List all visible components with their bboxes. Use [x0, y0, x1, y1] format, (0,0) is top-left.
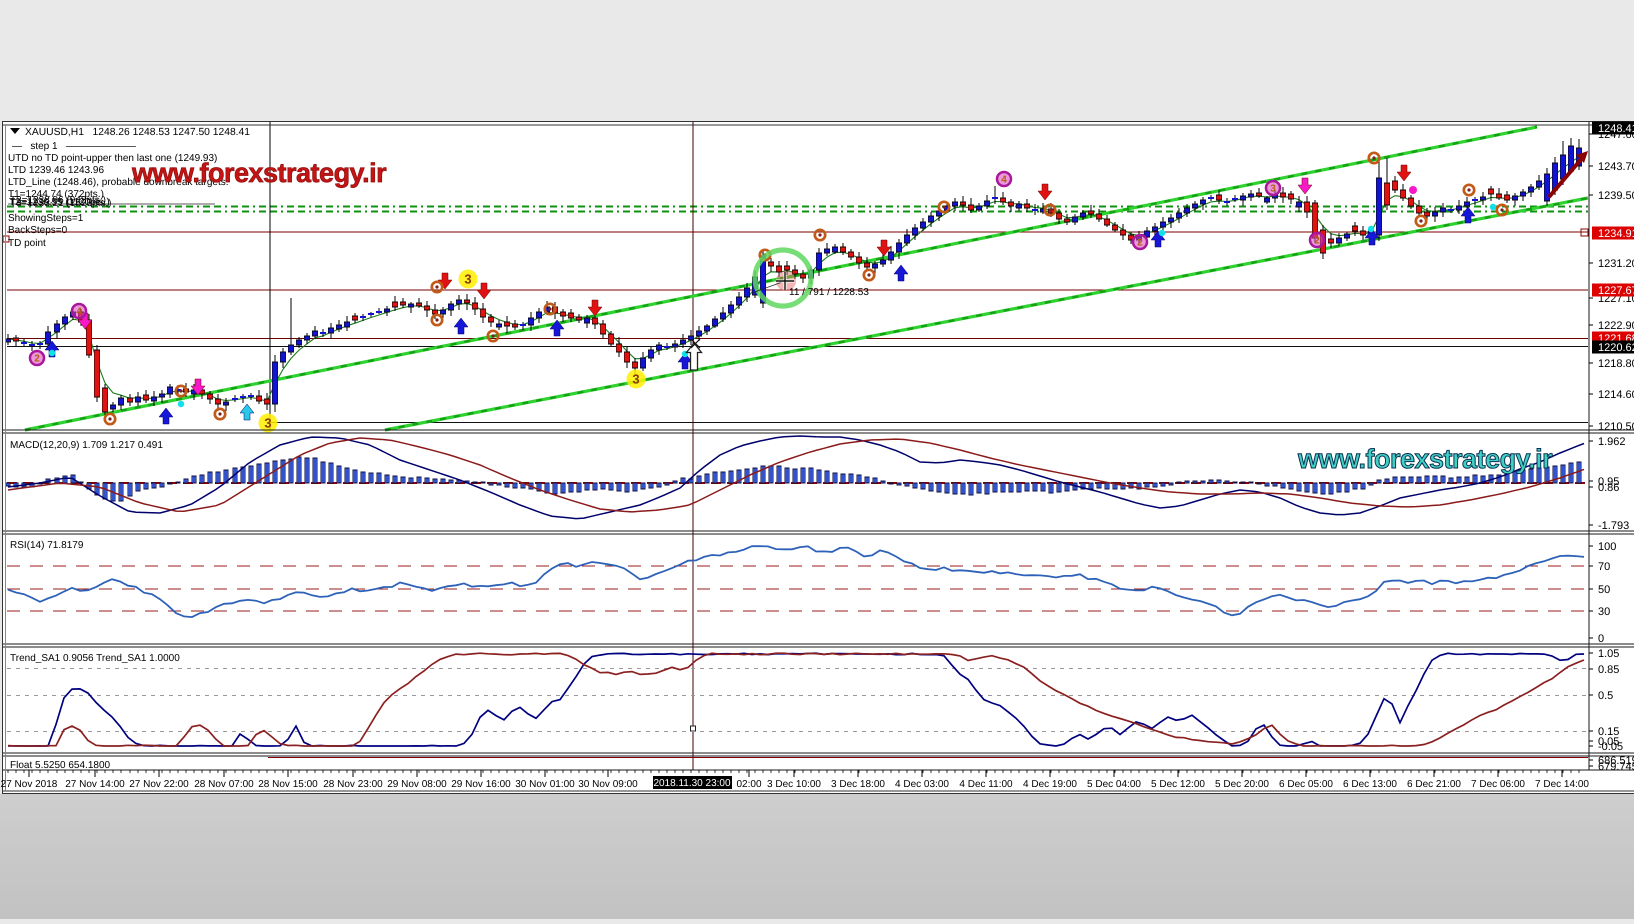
svg-text:70: 70	[1598, 561, 1610, 573]
svg-text:3: 3	[464, 272, 471, 287]
svg-text:Trend_SA1 0.9056 Trend_SA1 1.: Trend_SA1 0.9056 Trend_SA1 1.0000	[10, 653, 180, 664]
svg-text:0.05: 0.05	[1598, 736, 1619, 748]
svg-text:0.5: 0.5	[1598, 690, 1613, 702]
svg-text:ShowingSteps=1: ShowingSteps=1	[8, 213, 84, 224]
svg-text:www.forexstrategy.ir: www.forexstrategy.ir	[1297, 444, 1553, 474]
svg-text:T1=1244.74 (372pts.): T1=1244.74 (372pts.)	[8, 189, 104, 200]
svg-text:7 Dec 14:00: 7 Dec 14:00	[1535, 779, 1589, 790]
svg-text:1234.91: 1234.91	[1598, 228, 1634, 240]
svg-text:2: 2	[34, 354, 40, 365]
svg-text:0.15: 0.15	[1598, 726, 1619, 738]
svg-text:686.5193: 686.5193	[1598, 755, 1634, 767]
svg-text:1.05: 1.05	[1598, 648, 1619, 660]
svg-text:30: 30	[1598, 606, 1610, 618]
svg-text:27 Nov 22:00: 27 Nov 22:00	[129, 779, 189, 790]
svg-text:0.85: 0.85	[1598, 664, 1619, 676]
svg-text:4 Dec 03:00: 4 Dec 03:00	[895, 779, 949, 790]
svg-text:50: 50	[1598, 584, 1610, 596]
svg-text:6 Dec 21:00: 6 Dec 21:00	[1407, 779, 1461, 790]
svg-text:0: 0	[1598, 633, 1604, 645]
svg-text:29 Nov 08:00: 29 Nov 08:00	[387, 779, 447, 790]
svg-text:28 Nov 07:00: 28 Nov 07:00	[194, 779, 254, 790]
svg-text:1239.50: 1239.50	[1598, 190, 1634, 202]
svg-text:02:00: 02:00	[736, 779, 761, 790]
svg-text:T3=1233.21 (1523pts.): T3=1233.21 (1523pts.)	[10, 198, 111, 209]
svg-text:1227.67: 1227.67	[1598, 285, 1634, 297]
svg-text:1222.90: 1222.90	[1598, 320, 1634, 332]
svg-text:28 Nov 15:00: 28 Nov 15:00	[258, 779, 318, 790]
svg-text:LTD 1239.46 1243.96: LTD 1239.46 1243.96	[8, 165, 104, 176]
svg-text:— step 1 ———————: — step 1 ———————	[12, 141, 136, 152]
svg-text:5 Dec 04:00: 5 Dec 04:00	[1087, 779, 1141, 790]
svg-text:2: 2	[1137, 238, 1143, 249]
svg-text:UTD no TD point-upper then las: UTD no TD point-upper then last one (124…	[8, 153, 217, 164]
svg-text:Float 5.5250 654.1800: Float 5.5250 654.1800	[10, 760, 111, 771]
svg-text:T2=1236.55 (1120pts.): T2=1236.55 (1120pts.)	[9, 197, 110, 208]
svg-text:27 Nov 2018: 27 Nov 2018	[1, 779, 58, 790]
svg-text:4: 4	[76, 307, 82, 318]
svg-text:30 Nov 01:00: 30 Nov 01:00	[515, 779, 575, 790]
svg-text:TD point: TD point	[8, 238, 46, 249]
svg-text:1248.41: 1248.41	[1598, 123, 1634, 135]
svg-text:6 Dec 05:00: 6 Dec 05:00	[1279, 779, 1333, 790]
svg-text:BackSteps=0: BackSteps=0	[8, 225, 68, 236]
svg-text:1210.50: 1210.50	[1598, 421, 1634, 433]
svg-text:-1.793: -1.793	[1598, 520, 1629, 532]
svg-text:4 Dec 11:00: 4 Dec 11:00	[959, 779, 1013, 790]
svg-text:LTD_Line (1248.46), probable d: LTD_Line (1248.46), probable downbreak t…	[8, 177, 229, 188]
svg-text:1.962: 1.962	[1598, 436, 1626, 448]
svg-text:4 Dec 19:00: 4 Dec 19:00	[1023, 779, 1077, 790]
svg-text:3: 3	[264, 416, 271, 431]
svg-text:29 Nov 16:00: 29 Nov 16:00	[451, 779, 511, 790]
svg-text:-0.05: -0.05	[1598, 741, 1623, 753]
svg-text:5 Dec 12:00: 5 Dec 12:00	[1151, 779, 1205, 790]
svg-text:6 Dec 13:00: 6 Dec 13:00	[1343, 779, 1397, 790]
svg-text:27 Nov 14:00: 27 Nov 14:00	[65, 779, 125, 790]
svg-text:0.86: 0.86	[1598, 482, 1619, 494]
svg-text:1220.62: 1220.62	[1598, 342, 1634, 354]
svg-text:5 Dec 20:00: 5 Dec 20:00	[1215, 779, 1269, 790]
svg-text:4: 4	[1001, 175, 1007, 186]
svg-text:XAUUSD,H1 1248.26 1248.53 12: XAUUSD,H1 1248.26 1248.53 1247.50 1248.4…	[25, 127, 250, 138]
svg-text:3 Dec 10:00: 3 Dec 10:00	[767, 779, 821, 790]
svg-text:3: 3	[1270, 184, 1276, 195]
svg-text:1231.20: 1231.20	[1598, 258, 1634, 270]
svg-text:T2=1238.96 (948pts.): T2=1238.96 (948pts.)	[10, 195, 106, 206]
svg-text:www.forexstrategy.ir: www.forexstrategy.ir	[131, 158, 387, 188]
svg-text:1243.70: 1243.70	[1598, 161, 1634, 173]
svg-text:3 Dec 18:00: 3 Dec 18:00	[831, 779, 885, 790]
svg-text:28 Nov 23:00: 28 Nov 23:00	[323, 779, 383, 790]
svg-text:7 Dec 06:00: 7 Dec 06:00	[1471, 779, 1525, 790]
svg-text:1214.60: 1214.60	[1598, 389, 1634, 401]
svg-text:679.7453: 679.7453	[1598, 761, 1634, 773]
svg-text:0.95: 0.95	[1598, 476, 1619, 488]
svg-text:2018.11.30 23:00: 2018.11.30 23:00	[653, 778, 731, 789]
svg-text:100: 100	[1598, 541, 1616, 553]
svg-text:1218.80: 1218.80	[1598, 358, 1634, 370]
svg-text:MACD(12,20,9) 1.709 1.217 0.49: MACD(12,20,9) 1.709 1.217 0.491	[10, 440, 163, 451]
svg-text:RSI(14) 71.8179: RSI(14) 71.8179	[10, 540, 84, 551]
svg-text:11 / 791 / 1228.53: 11 / 791 / 1228.53	[789, 287, 869, 298]
svg-text:30 Nov 09:00: 30 Nov 09:00	[578, 779, 638, 790]
svg-text:2: 2	[1314, 236, 1320, 247]
svg-text:3: 3	[632, 372, 639, 387]
